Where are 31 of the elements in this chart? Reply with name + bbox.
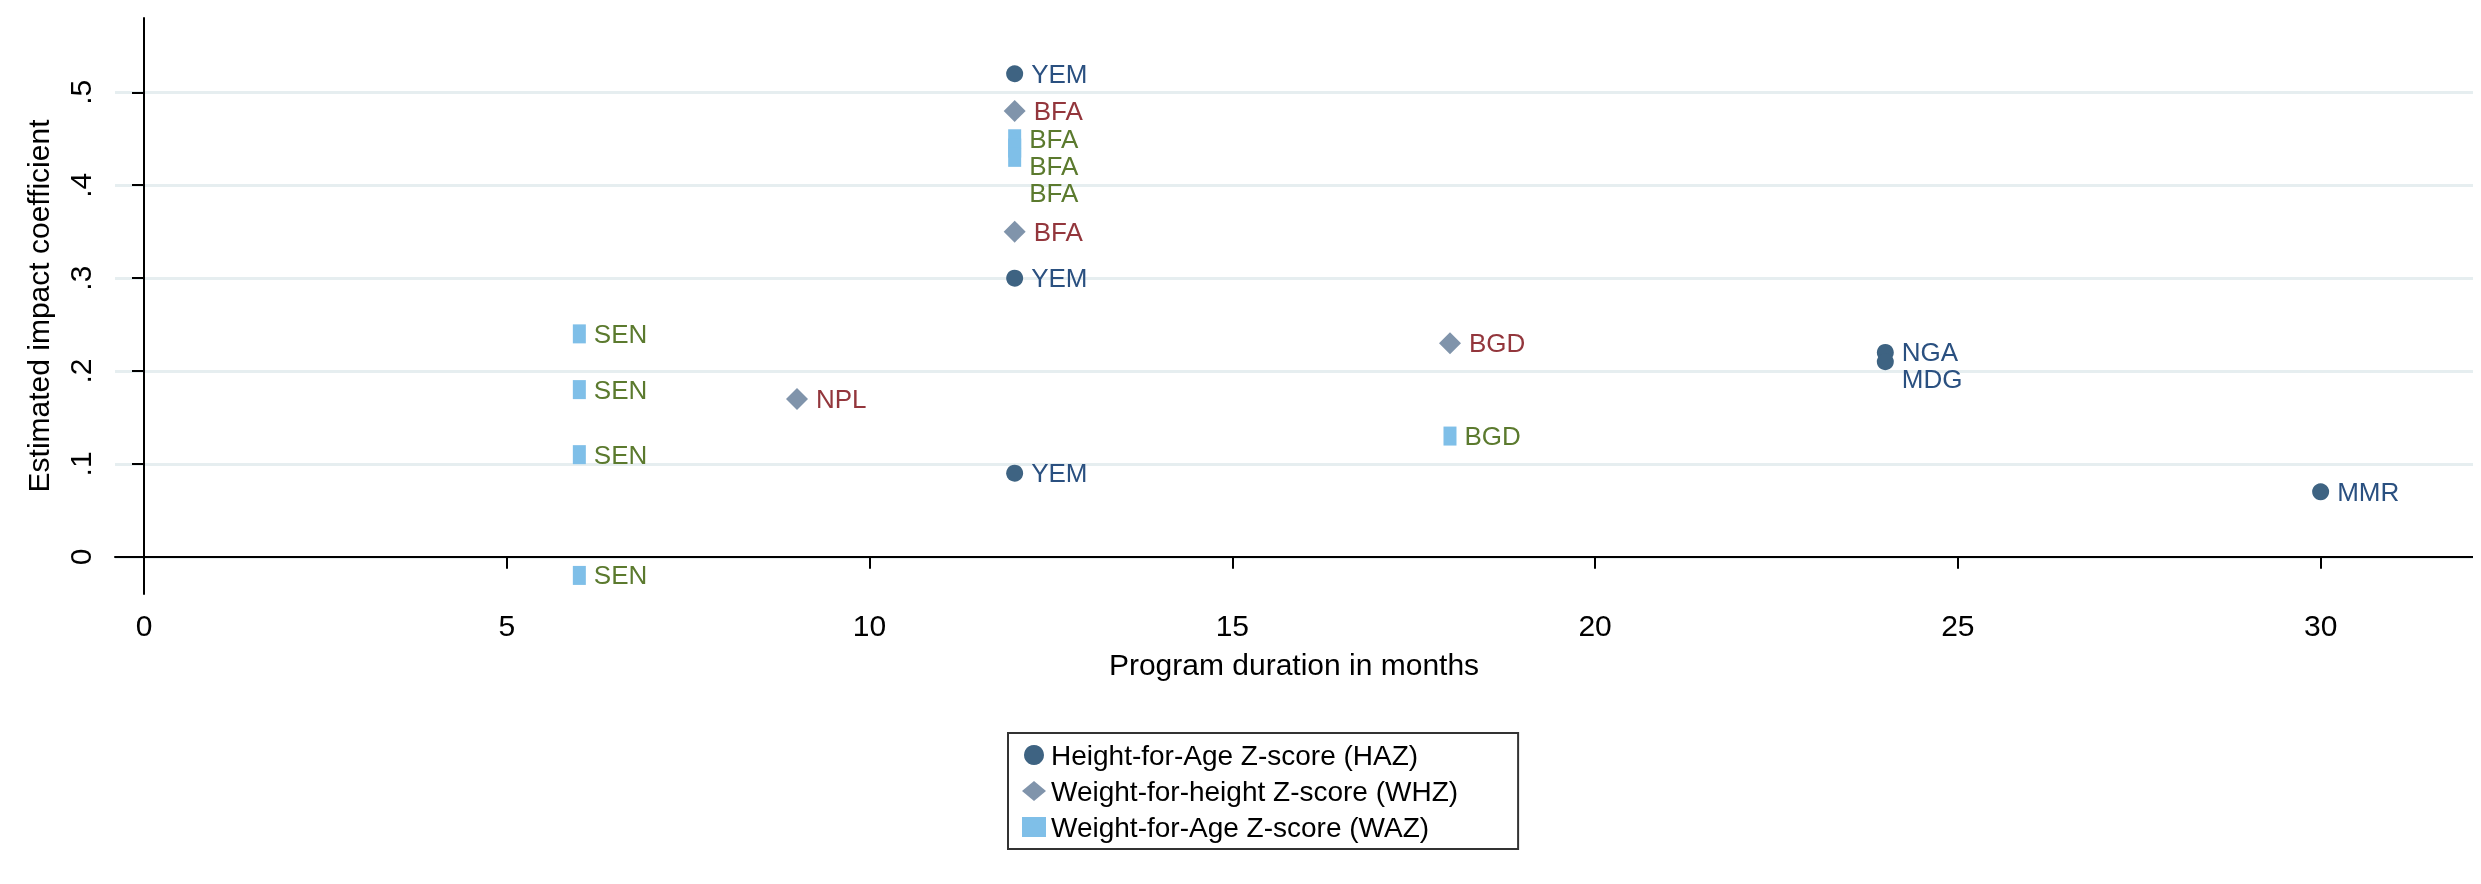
y-axis-title: Estimated impact coefficient — [21, 118, 55, 493]
x-tick-label: 20 — [1578, 608, 1612, 642]
y-tick-label: .2 — [63, 358, 97, 384]
y-tick-label: .5 — [63, 79, 97, 105]
x-tick-label: 25 — [1941, 608, 1975, 642]
data-label: BFA — [1033, 95, 1084, 126]
y-tick-label: .4 — [63, 172, 97, 198]
x-axis-title: Program duration in months — [1108, 647, 1480, 681]
legend-label: Weight-for-height Z-score (WHZ) — [1051, 775, 1459, 807]
data-label: YEM — [1031, 263, 1088, 294]
y-tick-label: .1 — [63, 451, 97, 477]
data-label: YEM — [1031, 58, 1088, 89]
data-label: SEN — [593, 374, 648, 405]
y-tick-label: 0 — [63, 548, 97, 566]
x-tick-label: 0 — [135, 608, 153, 642]
data-label: BFA — [1033, 216, 1084, 247]
x-tick-label: 5 — [498, 608, 516, 642]
x-tick-label: 15 — [1215, 608, 1250, 642]
legend-label: Weight-for-Age Z-score (WAZ) — [1051, 811, 1430, 843]
x-tick-label: 30 — [2303, 608, 2338, 642]
x-tick-label: 10 — [852, 608, 887, 642]
data-label: NPL — [816, 383, 867, 414]
data-label: BGD — [1464, 421, 1521, 452]
data-label: BGD — [1468, 328, 1526, 359]
data-label: SEN — [593, 439, 648, 470]
legend-label: Height-for-Age Z-score (HAZ) — [1051, 739, 1419, 771]
data-label: SEN — [593, 318, 648, 349]
data-label: MMR — [2337, 476, 2400, 507]
data-label: YEM — [1031, 458, 1088, 489]
y-tick-label: .3 — [63, 265, 97, 291]
data-label: SEN — [593, 560, 648, 591]
